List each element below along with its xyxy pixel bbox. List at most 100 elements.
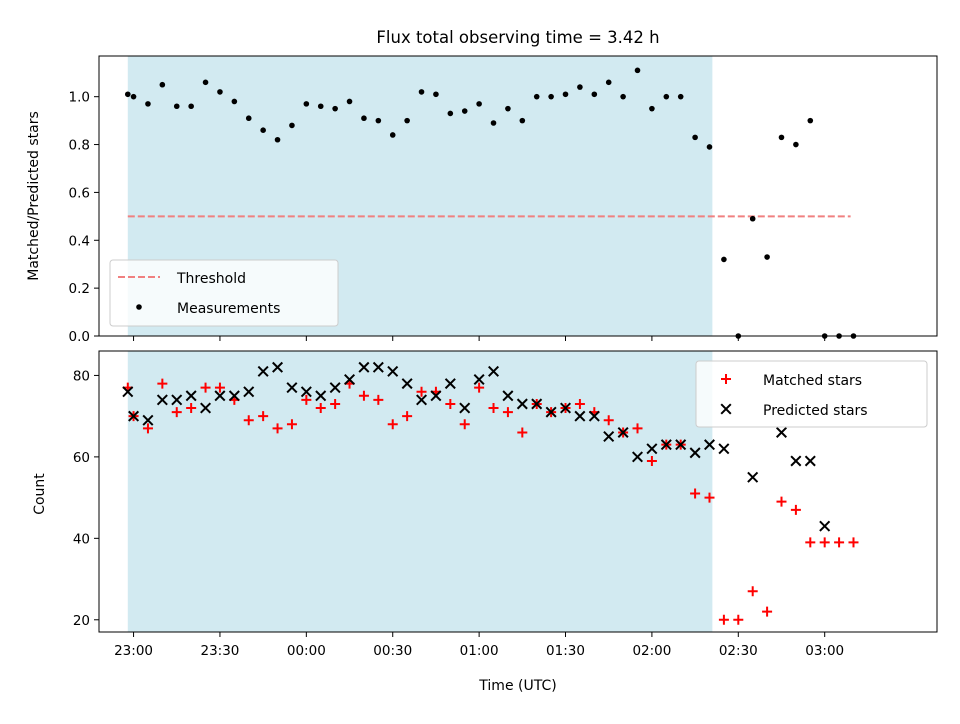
- x-tick-label: 00:00: [287, 643, 326, 659]
- legend-measurements-label: Measurements: [177, 301, 280, 317]
- matched-star-point: [848, 537, 859, 548]
- measurement-point: [562, 91, 569, 98]
- predicted-star-point: [459, 402, 471, 414]
- measurement-point: [159, 81, 166, 88]
- x-tick-label: 02:00: [632, 643, 671, 659]
- top-y-tick-label: 0.8: [69, 138, 90, 154]
- x-tick-label: 23:00: [114, 643, 153, 659]
- predicted-star-point: [632, 451, 644, 463]
- measurement-point: [447, 110, 454, 117]
- predicted-star-point: [416, 394, 428, 406]
- x-tick-label: 03:00: [805, 643, 844, 659]
- predicted-star-point: [660, 439, 672, 451]
- measurement-point: [245, 115, 252, 122]
- matched-star-point: [690, 488, 701, 499]
- measurement-point: [620, 93, 626, 100]
- predicted-star-point: [804, 455, 816, 467]
- measurement-point: [433, 91, 439, 98]
- predicted-star-point: [387, 365, 399, 377]
- measurement-point: [346, 98, 353, 105]
- top-y-tick-label: 0.2: [69, 281, 90, 297]
- matched-star-point: [301, 394, 312, 405]
- x-tick-label: 00:30: [373, 643, 412, 659]
- matched-star-point: [474, 382, 485, 393]
- predicted-star-point: [156, 394, 168, 406]
- measurement-point: [605, 79, 612, 86]
- matched-star-point: [834, 537, 845, 548]
- matched-star-point: [200, 382, 211, 393]
- predicted-star-point: [171, 394, 183, 406]
- legend-predicted-label: Predicted stars: [763, 403, 868, 419]
- predicted-star-point: [344, 373, 356, 386]
- measurement-point: [461, 108, 468, 114]
- measurement-point: [692, 134, 698, 141]
- matched-star-point: [330, 398, 341, 409]
- matched-star-point: [790, 504, 801, 515]
- predicted-star-point: [516, 398, 528, 410]
- top-legend: Threshold Measurements: [109, 259, 339, 327]
- predicted-star-point: [257, 365, 269, 377]
- bottom-y-tick-label: 80: [73, 368, 90, 384]
- measurement-point: [188, 103, 194, 110]
- predicted-star-point: [531, 398, 543, 410]
- bottom-y-tick-label: 60: [73, 450, 90, 466]
- matched-star-point: [646, 455, 657, 466]
- predicted-star-point: [228, 390, 240, 402]
- predicted-star-point: [286, 382, 298, 394]
- bottom-panel: 23:00 23:30 00:00 00:30 01:00 01:30 02:00 02:30…: [73, 350, 938, 659]
- predicted-star-point: [329, 382, 341, 394]
- matched-star-point: [243, 415, 254, 426]
- matched-star-point: [142, 423, 153, 434]
- predicted-star-point: [122, 386, 134, 398]
- x-tick-label: 01:30: [546, 643, 585, 659]
- predicted-star-point: [185, 390, 197, 402]
- measurement-point: [375, 117, 382, 124]
- x-tick-label: 23:30: [200, 643, 239, 659]
- top-y-tick-label: 0.4: [69, 233, 90, 249]
- measurement-point: [749, 215, 756, 222]
- matched-star-point: [286, 419, 297, 430]
- measurement-point: [634, 67, 641, 74]
- predicted-star-point: [401, 378, 413, 390]
- predicted-star-point: [646, 443, 658, 455]
- legend-predicted-swatch: [720, 403, 732, 415]
- predicted-star-point: [819, 520, 831, 532]
- matched-star-point: [632, 423, 643, 434]
- measurement-point: [260, 127, 266, 133]
- matched-star-point: [315, 403, 326, 414]
- predicted-star-point: [430, 390, 442, 402]
- measurement-point: [332, 105, 338, 112]
- predicted-star-point: [775, 426, 788, 438]
- top-y-axis-label: Matched/Predicted stars: [26, 111, 42, 281]
- bottom-y-axis-label: Count: [32, 473, 48, 515]
- measurement-point: [548, 93, 554, 100]
- top-legend-box: [109, 259, 339, 327]
- measurement-point: [591, 91, 598, 98]
- legend-measurements-swatch: [136, 304, 142, 310]
- matched-star-point: [214, 382, 225, 393]
- bottom-observing-span: [127, 351, 713, 632]
- measurement-point: [173, 103, 180, 110]
- matched-star-point: [517, 427, 528, 438]
- predicted-star-point: [488, 365, 500, 377]
- bottom-axes-frame: [98, 350, 938, 633]
- predicted-star-point: [142, 414, 154, 426]
- top-y-tick-label: 0.0: [69, 329, 90, 345]
- matched-star-point: [171, 407, 182, 418]
- measurement-point: [649, 105, 655, 112]
- top-axes-frame: [98, 55, 938, 337]
- top-panel: 0.0 0.2 0.4 0.6 0.8 1.0 Threshold Measurements: [69, 55, 938, 345]
- predicted-star-point: [128, 410, 140, 422]
- predicted-star-point: [675, 439, 687, 451]
- predicted-star-point: [300, 386, 312, 398]
- predicted-star-point: [200, 402, 212, 414]
- measurement-point: [202, 79, 209, 86]
- measurement-point: [231, 98, 238, 105]
- predicted-star-point: [243, 386, 255, 398]
- predicted-star-point: [703, 439, 716, 451]
- bottom-legend-box: [695, 360, 928, 428]
- predicted-star-point: [574, 410, 586, 422]
- matched-star-point: [747, 586, 758, 597]
- predicted-star-point: [747, 471, 759, 483]
- measurement-point: [145, 101, 151, 107]
